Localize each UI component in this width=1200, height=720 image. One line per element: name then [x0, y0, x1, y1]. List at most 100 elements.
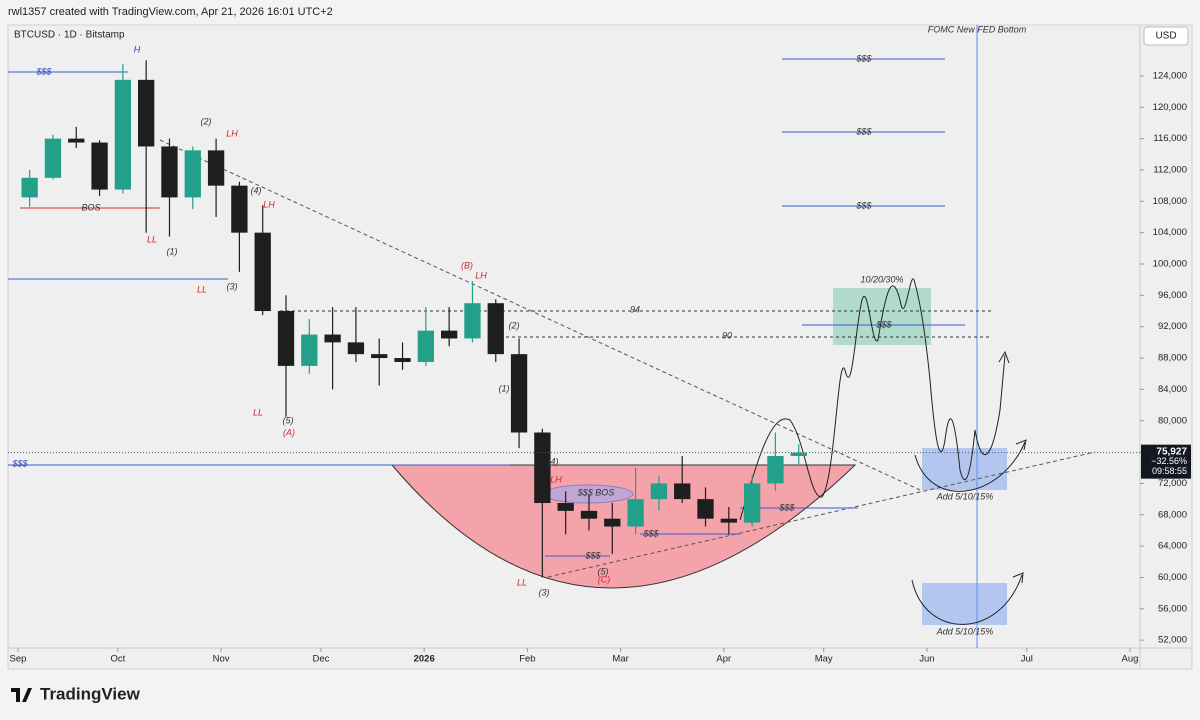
- candle-body: [417, 330, 434, 362]
- candle-body: [627, 499, 644, 527]
- candle-body: [487, 303, 504, 355]
- candle-body: [324, 334, 341, 343]
- annotation: LL: [147, 234, 157, 244]
- drawings: [8, 25, 1096, 648]
- annotation: 94: [630, 304, 640, 314]
- candle-body: [301, 334, 318, 366]
- y-tick-label: 96,000: [1158, 290, 1187, 301]
- annotation: $$$: [642, 528, 659, 538]
- bowl-zone: [390, 464, 857, 589]
- candle-body: [21, 177, 38, 198]
- y-tick-label: 88,000: [1158, 353, 1187, 364]
- candle-body: [510, 354, 528, 433]
- candle-body: [44, 138, 62, 178]
- x-tick-label: Aug: [1122, 654, 1139, 665]
- candle-body: [557, 503, 574, 511]
- annotation: 90: [722, 330, 732, 340]
- annotation: LH: [226, 128, 238, 138]
- annotation: (3): [539, 587, 550, 597]
- y-tick-label: 56,000: [1158, 603, 1187, 614]
- header: rwl1357 created with TradingView.com, Ap…: [8, 6, 333, 18]
- y-tick-label: 80,000: [1158, 415, 1187, 426]
- candle-body: [743, 483, 761, 523]
- annotation: LH: [263, 199, 275, 209]
- candle-body: [464, 303, 481, 339]
- candle-body: [394, 358, 411, 362]
- annotation: FOMC New FED Bottom: [928, 24, 1027, 34]
- annotation: (A): [283, 427, 295, 437]
- annotation: $$$: [778, 502, 795, 512]
- annotation: (B): [461, 260, 473, 270]
- x-tick-label: Mar: [612, 654, 628, 665]
- candle-body: [604, 518, 621, 527]
- annotation: $$$: [855, 53, 872, 63]
- candle-body: [720, 518, 737, 523]
- currency-box: [1143, 26, 1189, 46]
- y-tick-label: 120,000: [1153, 102, 1187, 113]
- candle-body: [790, 452, 807, 457]
- candle-body: [114, 79, 132, 190]
- annotation: (4): [251, 185, 262, 195]
- countdown-label: 09:58:55: [1152, 466, 1187, 476]
- candle-body: [231, 185, 248, 233]
- annotation: (4): [548, 456, 559, 466]
- annotation: $$$: [11, 458, 28, 468]
- candle-body: [534, 432, 551, 504]
- annotation: (5): [283, 415, 294, 425]
- x-tick-label: Feb: [519, 654, 535, 665]
- annotation: (1): [499, 383, 510, 393]
- annotation: $$$: [35, 66, 52, 76]
- annotation: (5): [598, 566, 609, 576]
- y-tick-label: 68,000: [1158, 509, 1187, 520]
- y-tick-label: 92,000: [1158, 321, 1187, 332]
- annotation: $$$: [855, 200, 872, 210]
- annotation: (C): [598, 574, 611, 584]
- annotation: $$$: [875, 319, 892, 329]
- y-tick-label: 52,000: [1158, 635, 1187, 646]
- x-tick-label: May: [815, 654, 833, 665]
- annotation: $$$: [584, 550, 601, 560]
- y-tick-label: 84,000: [1158, 384, 1187, 395]
- y-tick-label: 72,000: [1158, 478, 1187, 489]
- annotation: H: [134, 44, 141, 54]
- candle-body: [184, 150, 201, 198]
- annotation: $$$ BOS: [577, 487, 615, 497]
- annotation: (3): [227, 281, 238, 291]
- candle-body: [580, 510, 598, 519]
- x-tick-label: Nov: [213, 654, 230, 665]
- brand-logo: [11, 688, 32, 702]
- annotation: Add 5/10/15%: [936, 626, 994, 636]
- x-tick-label: Jul: [1021, 654, 1033, 665]
- annotation: BOS: [81, 202, 100, 212]
- candle-body: [91, 142, 108, 190]
- candle-body: [767, 456, 784, 484]
- candle-body: [138, 79, 155, 147]
- y-tick-label: 60,000: [1158, 572, 1187, 583]
- y-tick-label: 100,000: [1153, 259, 1187, 270]
- annotation: LL: [517, 577, 527, 587]
- candle-body: [161, 146, 178, 198]
- annotation: LL: [197, 284, 207, 294]
- candle-body: [697, 499, 714, 519]
- candle-body: [440, 330, 458, 339]
- candle-body: [277, 311, 295, 366]
- y-tick-label: 64,000: [1158, 541, 1187, 552]
- annotation: (2): [201, 116, 212, 126]
- annotation: (2): [509, 320, 520, 330]
- projection-path: [739, 278, 1010, 521]
- candle-body: [347, 342, 365, 355]
- annotation: LL: [253, 407, 263, 417]
- y-tick-label: 108,000: [1153, 196, 1187, 207]
- x-tick-label: Dec: [313, 654, 330, 665]
- candle-body: [674, 483, 691, 500]
- annotation: 10/20/30%: [860, 274, 903, 284]
- symbol: BTCUSD · 1D · Bitstamp: [14, 30, 125, 41]
- x-tick-label: Oct: [110, 654, 125, 665]
- last-price-box: [1141, 444, 1191, 479]
- annotation: (1): [167, 246, 178, 256]
- projection-arc: [914, 439, 1027, 492]
- trendline: [547, 451, 1096, 578]
- y-tick-label: 124,000: [1153, 70, 1187, 81]
- candle-body: [207, 150, 225, 186]
- x-tick-label: 2026: [414, 654, 435, 665]
